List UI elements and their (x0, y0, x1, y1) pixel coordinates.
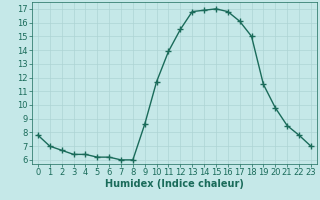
X-axis label: Humidex (Indice chaleur): Humidex (Indice chaleur) (105, 179, 244, 189)
